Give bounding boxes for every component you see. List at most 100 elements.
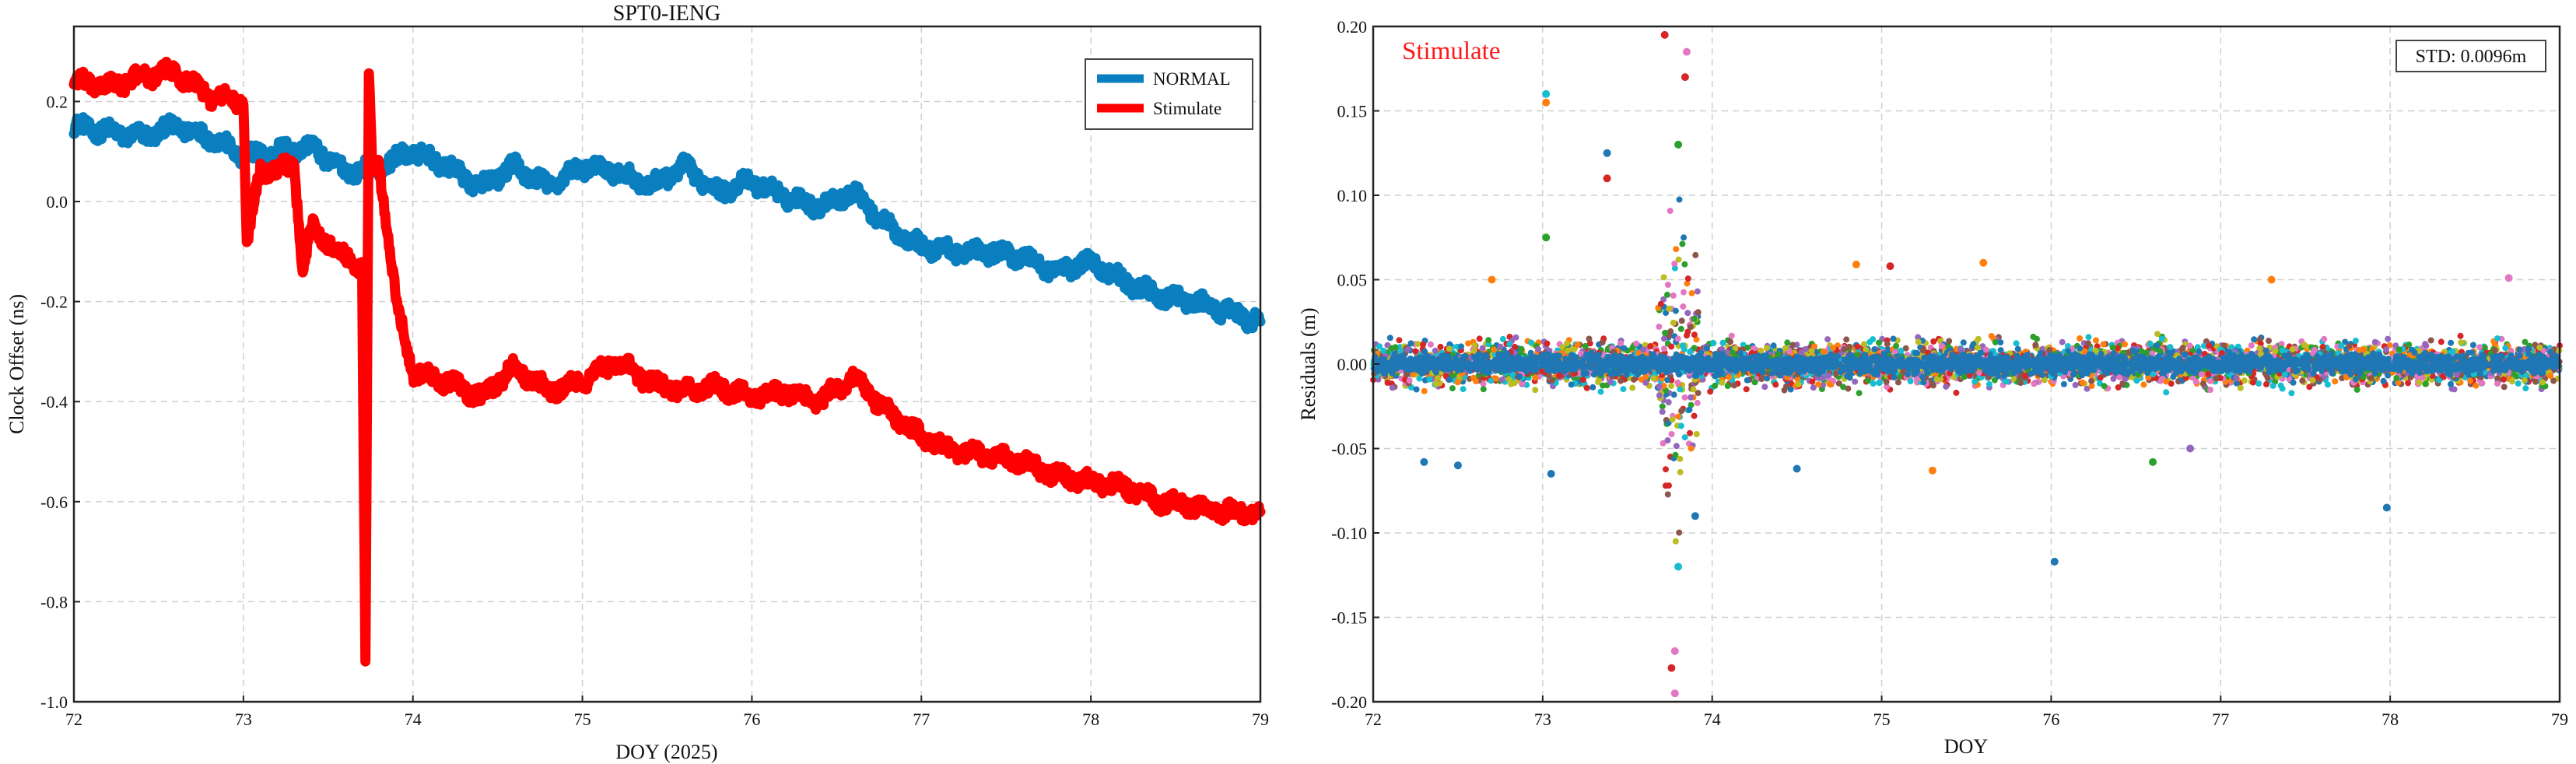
residual-point	[1667, 328, 1674, 335]
residual-point	[1508, 380, 1515, 387]
residual-point	[1691, 315, 1698, 322]
residual-point	[1675, 413, 1682, 420]
residual-point	[1528, 339, 1534, 346]
residual-point	[1946, 338, 1953, 345]
left-x-tick-label: 78	[1082, 710, 1099, 729]
residual-point	[1647, 343, 1654, 349]
residual-point	[2198, 371, 2205, 378]
residual-point	[1664, 437, 1671, 443]
residual-point	[1656, 383, 1663, 390]
residual-point	[2251, 336, 2258, 343]
residual-point	[1677, 386, 1684, 393]
residual-point	[1465, 340, 1472, 347]
residual-point	[1491, 346, 1497, 353]
residual-point	[1695, 390, 1702, 397]
residual-point	[2467, 377, 2473, 384]
residual-point	[1907, 378, 1914, 384]
residual-point	[1659, 403, 1666, 410]
residual-point	[1687, 349, 1694, 356]
residual-point	[2278, 341, 2285, 348]
residual-point	[1687, 324, 1694, 331]
residual-point	[2077, 335, 2084, 342]
residual-point	[2438, 338, 2445, 345]
residual-point	[2306, 384, 2313, 391]
residual-point	[1663, 310, 1670, 317]
residual-point	[2179, 345, 2186, 352]
residual-point	[2479, 380, 2486, 387]
residual-point	[1694, 399, 1701, 406]
residual-point	[2084, 385, 2091, 392]
residual-point	[1681, 394, 1688, 401]
residual-point	[2515, 380, 2522, 387]
residual-point	[1600, 382, 1607, 389]
residual-point	[1427, 341, 1434, 348]
legend-box	[1085, 58, 1253, 130]
residual-point	[2167, 344, 2174, 351]
residual-point	[1665, 399, 1672, 405]
residual-point	[2154, 331, 2161, 338]
residual-point	[2299, 377, 2306, 384]
residual-point	[1852, 378, 1859, 385]
residual-point	[2422, 380, 2429, 387]
left-y-tick-label: -0.6	[40, 492, 68, 512]
residual-point	[2525, 351, 2532, 358]
residual-point	[1681, 261, 1688, 268]
residual-point	[2093, 337, 2099, 344]
residual-point	[1396, 337, 1403, 344]
residual-point	[1845, 385, 1852, 392]
residual-point	[1403, 371, 1410, 378]
residual-point	[1960, 339, 1967, 346]
residual-point	[2100, 341, 2107, 348]
residual-point	[1820, 382, 1827, 389]
residual-point	[2448, 380, 2454, 387]
residual-point	[1434, 375, 1441, 382]
series-line-stimulate	[68, 56, 1266, 667]
residual-point	[1820, 348, 1827, 355]
residual-point	[2360, 346, 2367, 353]
residual-point	[1724, 383, 1731, 389]
residual-point	[2101, 383, 2108, 390]
residual-point	[1432, 380, 1439, 387]
residual-point	[1607, 379, 1614, 386]
residual-point	[2199, 380, 2206, 387]
residual-point	[1902, 345, 1909, 352]
residual-point	[1846, 343, 1852, 350]
residual-point	[1670, 391, 1677, 398]
residual-point	[1894, 379, 1901, 386]
residual-point	[1412, 348, 1419, 355]
left-grid	[74, 26, 1260, 703]
residual-point	[2448, 339, 2455, 346]
residual-point	[2163, 378, 2169, 385]
residual-point	[2109, 344, 2116, 351]
residual-point	[2356, 347, 2363, 354]
residual-point	[1864, 377, 1871, 384]
residual-point	[2532, 378, 2539, 385]
residual-point	[1582, 342, 1589, 349]
residual-point	[1460, 386, 1467, 393]
residual-point	[1642, 342, 1649, 349]
residual-point	[2494, 380, 2501, 387]
residual-point	[2396, 346, 2403, 353]
residual-point	[2269, 382, 2276, 389]
left-x-tick-label: 76	[743, 710, 760, 729]
residual-point	[1499, 335, 1506, 342]
residual-point	[1661, 335, 1667, 342]
left-x-tick-label: 79	[1252, 710, 1269, 729]
residual-point	[2383, 346, 2389, 353]
residual-point	[1712, 382, 1719, 389]
residual-point	[2500, 376, 2507, 383]
residual-point	[1997, 347, 2004, 354]
left-plot-frame	[72, 25, 1262, 703]
residual-point	[2422, 341, 2429, 348]
residual-point	[1397, 347, 1404, 354]
residual-point	[1764, 375, 1771, 382]
residual-point	[1559, 344, 1566, 351]
residual-point	[1512, 343, 1518, 350]
residual-point	[1860, 341, 1867, 348]
residual-point	[2385, 335, 2392, 342]
residual-point	[1691, 412, 1698, 419]
residual-point	[2158, 335, 2165, 342]
residual-point	[1660, 440, 1667, 447]
residual-point	[1744, 377, 1751, 384]
residual-point	[1512, 334, 1519, 341]
